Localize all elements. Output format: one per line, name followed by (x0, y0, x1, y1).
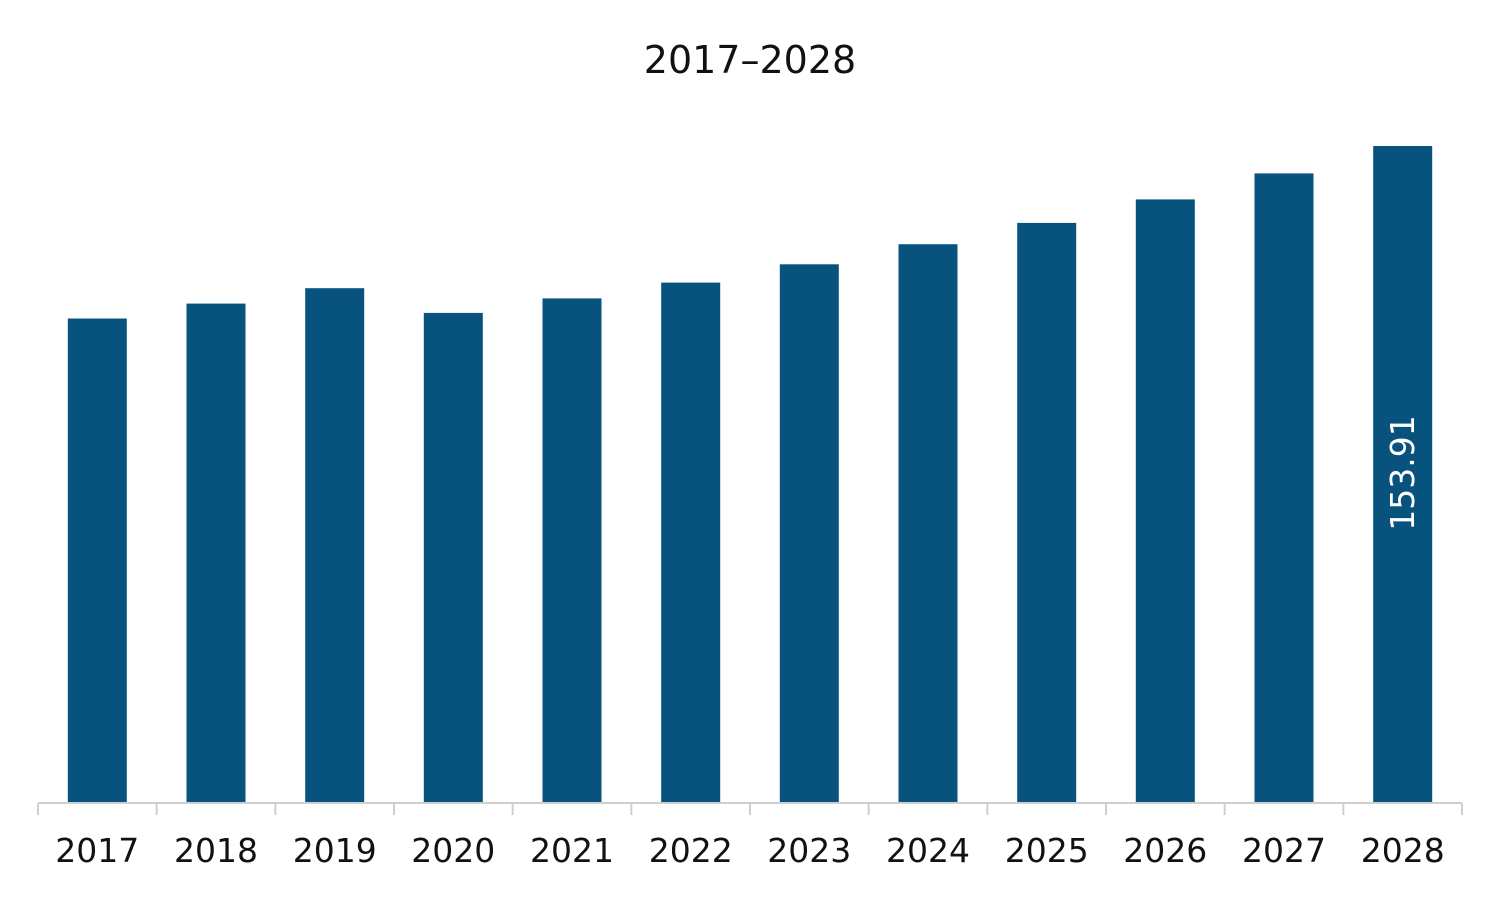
data-label-2028: 153.91 (1383, 415, 1422, 530)
bars-group (67, 146, 1433, 804)
bar-2025 (1017, 222, 1077, 803)
bar-2017 (67, 318, 127, 803)
x-tick-label-2023: 2023 (767, 831, 851, 870)
x-tick-label-2017: 2017 (55, 831, 139, 870)
x-tick-label-2027: 2027 (1242, 831, 1326, 870)
x-tick-label-2019: 2019 (293, 831, 377, 870)
x-tick-label-2021: 2021 (530, 831, 614, 870)
bar-2027 (1254, 173, 1314, 803)
x-tick-label-2026: 2026 (1123, 831, 1207, 870)
bar-2020 (423, 312, 483, 803)
x-tick-label-2028: 2028 (1361, 831, 1445, 870)
bar-2021 (542, 298, 602, 803)
bar-2024 (898, 244, 958, 803)
x-tick-label-2022: 2022 (649, 831, 733, 870)
x-tick-label-2020: 2020 (411, 831, 495, 870)
x-tick-label-2025: 2025 (1005, 831, 1089, 870)
bar-2018 (186, 303, 246, 803)
bar-2023 (779, 264, 839, 803)
bar-2028 (1373, 146, 1433, 803)
bar-2022 (661, 282, 721, 804)
x-tick-label-2024: 2024 (886, 831, 970, 870)
bar-2026 (1135, 199, 1195, 803)
data-labels-group: 153.91 (1383, 415, 1422, 530)
x-axis (37, 802, 1463, 815)
bar-2019 (305, 288, 365, 803)
x-tick-labels: 2017 2018 2019 2020 2021 2022 2023 2024 2025 2026… (55, 831, 1444, 870)
chart-title: 2017–2028 (644, 38, 856, 82)
x-tick-label-2018: 2018 (174, 831, 258, 870)
